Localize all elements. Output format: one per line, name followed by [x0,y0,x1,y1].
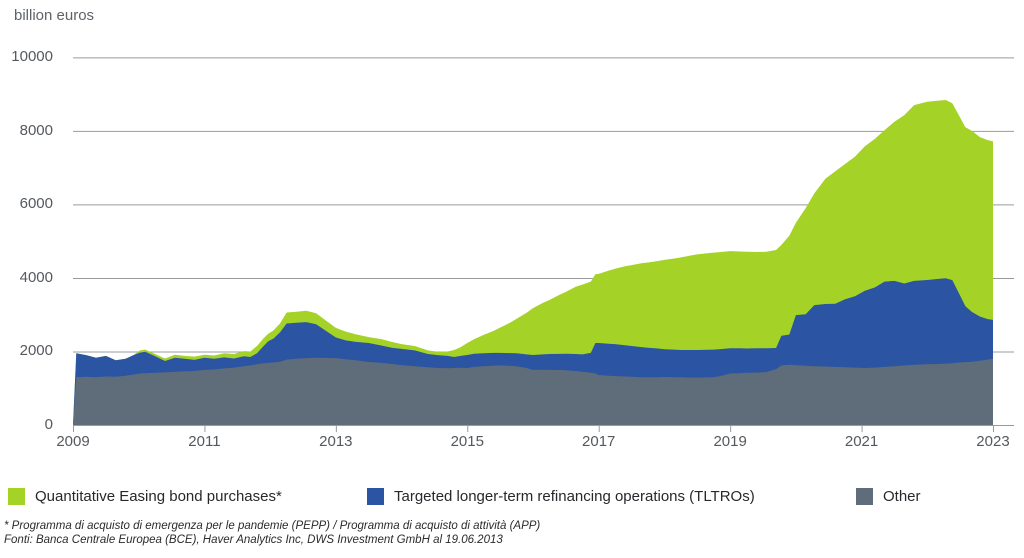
x-tick-label-2023: 2023 [976,433,1010,450]
x-tick-label-2011: 2011 [188,433,221,450]
x-tick-label-2015: 2015 [450,433,484,450]
area-other [73,357,993,425]
legend-item-qe: Quantitative Easing bond purchases* [8,488,282,505]
footnote-line-2: Fonti: Banca Centrale Europea (BCE), Hav… [4,533,503,546]
other-swatch-icon [856,488,873,505]
y-tick-label-8000: 8000 [19,121,53,139]
footnotes: * Programma di acquisto di emergenza per… [4,520,540,548]
x-tick-label-2021: 2021 [844,433,879,450]
legend-label-qe: Quantitative Easing bond purchases* [35,488,282,505]
tltro-swatch-icon [367,488,384,505]
y-tick-label-10000: 10000 [11,48,53,66]
x-tick-label-2019: 2019 [713,433,747,450]
legend-item-other: Other [856,488,921,505]
stacked-area-chart [73,57,1014,432]
legend-label-tltro: Targeted longer-term refinancing operati… [394,488,755,505]
y-tick-label-0: 0 [44,416,53,433]
chart-unit-label: billion euros [14,7,95,24]
qe-swatch-icon [8,488,25,505]
x-tick-label-2017: 2017 [582,433,616,450]
legend-label-other: Other [883,488,921,505]
y-tick-label-6000: 6000 [19,195,53,213]
y-tick-label-4000: 4000 [19,268,53,286]
x-tick-label-2013: 2013 [319,433,353,450]
legend-item-tltro: Targeted longer-term refinancing operati… [367,488,755,505]
footnote-line-1: * Programma di acquisto di emergenza per… [4,520,541,532]
x-tick-label-2009: 2009 [56,433,90,450]
y-tick-label-2000: 2000 [19,342,53,360]
